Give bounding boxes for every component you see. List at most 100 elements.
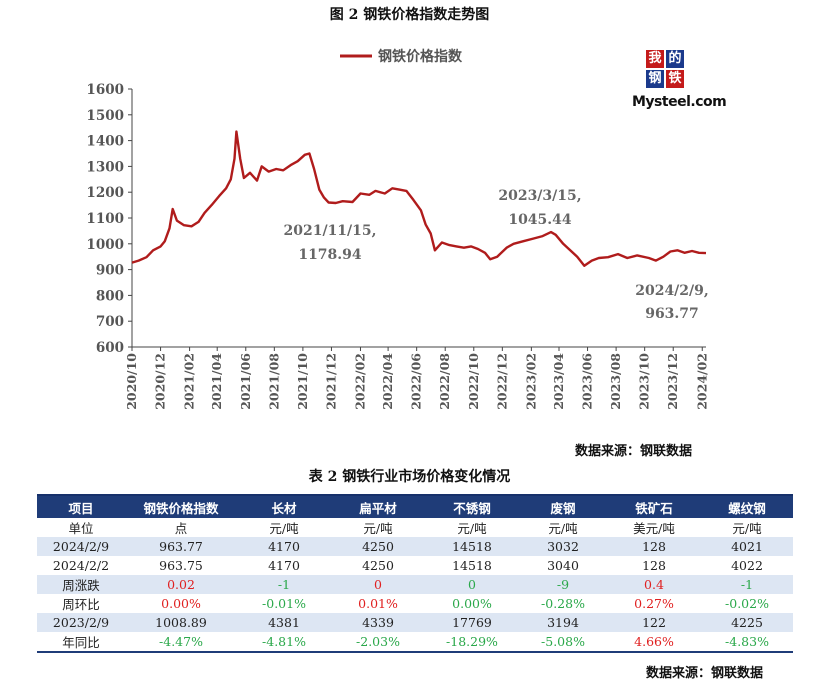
table-cell: 元/吨 — [732, 521, 762, 536]
table-cell: 3040 — [547, 558, 579, 573]
table-cell: 3194 — [519, 613, 607, 632]
header-rebar: 螺纹钢 — [701, 494, 793, 518]
table-cell: 4381 — [237, 613, 331, 632]
table-cell: -4.47% — [125, 632, 237, 653]
logo-char-2: 的 — [666, 50, 684, 68]
x-tick-label: 2023/04 — [551, 353, 566, 410]
table-cell: 4170 — [237, 537, 331, 556]
table-cell: 4339 — [331, 613, 425, 632]
x-tick-label: 2024/02 — [694, 353, 709, 410]
table-cell: 元/吨 — [363, 521, 393, 536]
x-tick-label: 2022/12 — [494, 353, 509, 410]
y-tick-label: 1200 — [86, 185, 124, 201]
table-cell: 4250 — [331, 537, 425, 556]
table-cell: 4.66% — [607, 632, 701, 653]
header-long-products: 长材 — [237, 494, 331, 518]
y-tick-label: 700 — [96, 314, 124, 330]
x-tick-label: 2022/04 — [380, 353, 395, 410]
table-row: 周涨跌 0.02 -1 0 0 -9 0.4 -1 — [37, 575, 793, 594]
table-cell: 0.00% — [161, 596, 201, 611]
x-tick-label: 2023/06 — [580, 353, 595, 410]
logo-char-3: 钢 — [646, 70, 664, 88]
table-title: 表 2 钢铁行业市场价格变化情况 — [308, 469, 511, 485]
mysteel-logo: 我 的 钢 铁 Mysteel.com — [632, 50, 727, 114]
x-tick-label: 2023/10 — [637, 353, 652, 410]
annotation-date: 2024/2/9, — [635, 283, 709, 299]
row-label: 2023/2/9 — [37, 613, 125, 632]
table-cell: -1 — [237, 575, 331, 594]
table-cell: -4.81% — [237, 632, 331, 653]
x-tick-label: 2020/10 — [124, 353, 139, 410]
row-label: 周涨跌 — [37, 575, 125, 594]
header-flat-products: 扁平材 — [331, 494, 425, 518]
x-tick-label: 2021/04 — [209, 353, 224, 410]
table-cell: -5.08% — [519, 632, 607, 653]
x-tick-label: 2023/02 — [523, 353, 538, 410]
y-tick-label: 600 — [96, 340, 124, 356]
table-row: 周环比 0.00% -0.01% 0.01% 0.00% -0.28% 0.27% -0.02… — [37, 594, 793, 613]
y-tick-label: 1000 — [86, 237, 124, 253]
table-cell: 14518 — [425, 537, 519, 556]
y-tick-label: 1300 — [86, 159, 124, 175]
row-label: 周环比 — [62, 597, 100, 612]
table-cell: 4022 — [731, 558, 763, 573]
table-cell: -0.02% — [725, 596, 769, 611]
x-tick-label: 2022/02 — [352, 353, 367, 410]
x-tick-label: 2021/02 — [182, 353, 197, 410]
table-cell: 4250 — [362, 558, 394, 573]
table-cell: 点 — [174, 521, 188, 536]
table-cell: 元/吨 — [457, 521, 487, 536]
y-tick-label: 1400 — [86, 134, 124, 150]
table-cell: 1008.89 — [125, 613, 237, 632]
table-cell: 3032 — [519, 537, 607, 556]
table-row: 2023/2/9 1008.89 4381 4339 17769 3194 122 4225 — [37, 613, 793, 632]
logo-wordmark: Mysteel.com — [632, 94, 727, 110]
table-cell: 963.75 — [159, 558, 203, 573]
x-tick-label: 2022/08 — [437, 353, 452, 410]
table-cell: 963.77 — [125, 537, 237, 556]
annotation-value: 1178.94 — [298, 247, 362, 263]
table-cell: -0.28% — [541, 596, 585, 611]
x-tick-label: 2021/12 — [323, 353, 338, 410]
legend-label: 钢铁价格指数 — [378, 48, 463, 65]
market-price-table: 项目 钢铁价格指数 长材 扁平材 不锈钢 废钢 铁矿石 螺纹钢 单位 点 元/吨 元/… — [37, 494, 793, 653]
table-row: 单位 点 元/吨 元/吨 元/吨 元/吨 美元/吨 元/吨 — [37, 518, 793, 537]
header-stainless: 不锈钢 — [425, 494, 519, 518]
table-cell: 美元/吨 — [633, 521, 675, 536]
table-cell: 4170 — [268, 558, 300, 573]
table-cell: 17769 — [425, 613, 519, 632]
header-iron-ore: 铁矿石 — [607, 494, 701, 518]
annotation-value: 1045.44 — [508, 212, 572, 228]
table-cell: 0.27% — [634, 596, 674, 611]
chart-source: 数据来源：钢联数据 — [575, 444, 693, 459]
price-index-chart: 钢铁价格指数 600 700 800 900 1000 1100 1200 1300 1400 15… — [86, 48, 709, 410]
x-tick-label: 2020/12 — [153, 353, 168, 410]
y-tick-label: 800 — [96, 288, 124, 304]
table-cell: 0.01% — [358, 596, 398, 611]
y-tick-label: 1100 — [86, 211, 124, 227]
header-item: 项目 — [37, 494, 125, 518]
table-cell: -2.03% — [331, 632, 425, 653]
x-tick-label: 2023/08 — [608, 353, 623, 410]
table-cell: 0.4 — [607, 575, 701, 594]
series-line-price-index — [131, 130, 707, 267]
row-label: 单位 — [68, 521, 94, 536]
annotation-date: 2023/3/15, — [498, 188, 581, 204]
table-cell: 14518 — [452, 558, 492, 573]
table-cell: 4225 — [701, 613, 793, 632]
table-cell: 元/吨 — [269, 521, 299, 536]
table-source: 数据来源：钢联数据 — [646, 666, 764, 681]
table-row: 年同比 -4.47% -4.81% -2.03% -18.29% -5.08% 4.66% -… — [37, 632, 793, 653]
table-cell: 122 — [607, 613, 701, 632]
y-tick-label: 1600 — [86, 82, 124, 98]
annotation-date: 2021/11/15, — [283, 223, 376, 239]
table-cell: -18.29% — [425, 632, 519, 653]
table-cell: -4.83% — [701, 632, 793, 653]
row-label: 2024/2/9 — [37, 537, 125, 556]
table-cell: 0 — [331, 575, 425, 594]
figure-title: 图 2 钢铁价格指数走势图 — [329, 7, 490, 23]
x-tick-label: 2021/08 — [266, 353, 281, 410]
table-cell: 元/吨 — [548, 521, 578, 536]
table-cell: 4021 — [701, 537, 793, 556]
x-tick-label: 2021/10 — [295, 353, 310, 410]
